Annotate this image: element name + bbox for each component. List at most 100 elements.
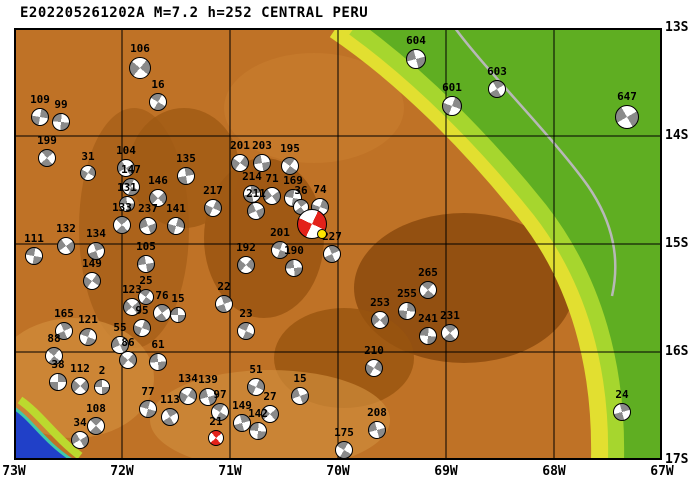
focal-mechanism xyxy=(49,373,67,391)
map-frame-border xyxy=(14,28,662,460)
lat-label: 17S xyxy=(665,452,689,467)
focal-mechanism xyxy=(57,237,75,255)
event-label: 203 xyxy=(252,139,272,152)
lon-label: 71W xyxy=(218,464,242,479)
event-label: 647 xyxy=(617,90,637,103)
transition-lightgreen-band xyxy=(349,21,625,461)
focal-mechanism xyxy=(215,295,233,313)
event-label: 77 xyxy=(141,385,155,398)
event-label: 27 xyxy=(263,390,277,403)
focal-mechanism xyxy=(211,403,229,421)
event-label: 104 xyxy=(116,144,136,157)
event-label: 25 xyxy=(139,274,153,287)
focal-mechanism xyxy=(231,154,249,172)
focal-mechanism xyxy=(179,387,197,405)
event-label: 135 xyxy=(176,152,196,165)
event-label: 112 xyxy=(70,362,90,375)
focal-mechanism xyxy=(123,298,141,316)
event-label: 175 xyxy=(334,426,354,439)
event-label: 237 xyxy=(138,202,158,215)
focal-mechanism xyxy=(38,149,56,167)
focal-mechanism xyxy=(237,256,255,274)
focal-mechanism xyxy=(167,217,185,235)
event-label: 55 xyxy=(113,321,127,334)
event-label: 61 xyxy=(151,338,165,351)
event-label: 217 xyxy=(203,184,223,197)
focal-mechanism xyxy=(113,216,131,234)
focal-mechanism xyxy=(398,302,416,320)
event-label: 109 xyxy=(30,93,50,106)
focal-mechanism xyxy=(139,217,157,235)
main-event-yellow-dot xyxy=(317,229,327,239)
event-label: 231 xyxy=(440,309,460,322)
focal-mechanism xyxy=(177,167,195,185)
focal-mechanism xyxy=(615,105,639,129)
focal-mechanism xyxy=(71,377,89,395)
event-label: 132 xyxy=(56,222,76,235)
focal-mechanism xyxy=(52,113,70,131)
event-label: 201 xyxy=(230,139,250,152)
event-label: 24 xyxy=(615,388,629,401)
focal-mechanism xyxy=(117,159,135,177)
focal-mechanism xyxy=(83,272,101,290)
focal-mechanism xyxy=(129,57,151,79)
event-label: 147 xyxy=(121,163,141,176)
focal-mechanism xyxy=(291,387,309,405)
event-label: 604 xyxy=(406,34,426,47)
highland-patch xyxy=(354,213,574,363)
focal-mechanism xyxy=(285,259,303,277)
focal-mechanism xyxy=(71,431,89,449)
event-label: 88 xyxy=(47,332,61,345)
focal-mechanism xyxy=(237,322,255,340)
focal-mechanism xyxy=(281,157,299,175)
focal-mechanism xyxy=(371,311,389,329)
focal-mechanism xyxy=(365,359,383,377)
focal-mechanism xyxy=(170,307,186,323)
focal-mechanism xyxy=(323,245,341,263)
event-label: 201 xyxy=(270,226,290,239)
event-label: 241 xyxy=(418,312,438,325)
focal-mechanism xyxy=(119,351,137,369)
event-label: 113 xyxy=(160,393,180,406)
lat-label: 14S xyxy=(665,128,689,143)
focal-mechanism xyxy=(139,400,157,418)
country-border-line xyxy=(453,27,617,297)
focal-mechanism xyxy=(233,414,251,432)
event-label: 123 xyxy=(122,283,142,296)
focal-mechanism xyxy=(441,324,459,342)
lat-label: 16S xyxy=(665,344,689,359)
event-label: 227 xyxy=(322,230,342,243)
focal-mechanism xyxy=(368,421,386,439)
event-label: 34 xyxy=(73,416,87,429)
map-title: E202205261202A M=7.2 h=252 CENTRAL PERU xyxy=(20,5,369,21)
focal-mechanism xyxy=(122,178,140,196)
focal-mechanism xyxy=(55,322,73,340)
event-label: 133 xyxy=(112,201,132,214)
focal-mechanism xyxy=(79,328,97,346)
event-label: 76 xyxy=(155,289,169,302)
event-label: 149 xyxy=(232,399,252,412)
event-label: 2 xyxy=(98,364,106,377)
focal-mechanism xyxy=(87,242,105,260)
event-label: 265 xyxy=(418,266,438,279)
focal-mechanism xyxy=(261,405,279,423)
event-label: 214 xyxy=(242,170,262,183)
lon-label: 72W xyxy=(110,464,134,479)
event-label: 95 xyxy=(135,304,149,317)
event-label: 208 xyxy=(367,406,387,419)
event-label: 149 xyxy=(82,257,102,270)
event-label: 31 xyxy=(81,150,95,163)
event-label: 211 xyxy=(246,187,266,200)
focal-mechanism xyxy=(199,388,217,406)
event-label: 146 xyxy=(148,174,168,187)
focal-mechanism xyxy=(153,304,171,322)
focal-mechanism xyxy=(149,353,167,371)
lat-label: 13S xyxy=(665,20,689,35)
lon-label: 68W xyxy=(542,464,566,479)
event-label: 38 xyxy=(51,358,65,371)
event-label: 141 xyxy=(166,202,186,215)
event-label: 97 xyxy=(213,388,227,401)
focal-mechanism xyxy=(31,108,49,126)
event-label: 21 xyxy=(209,415,223,428)
event-label: 111 xyxy=(24,232,44,245)
